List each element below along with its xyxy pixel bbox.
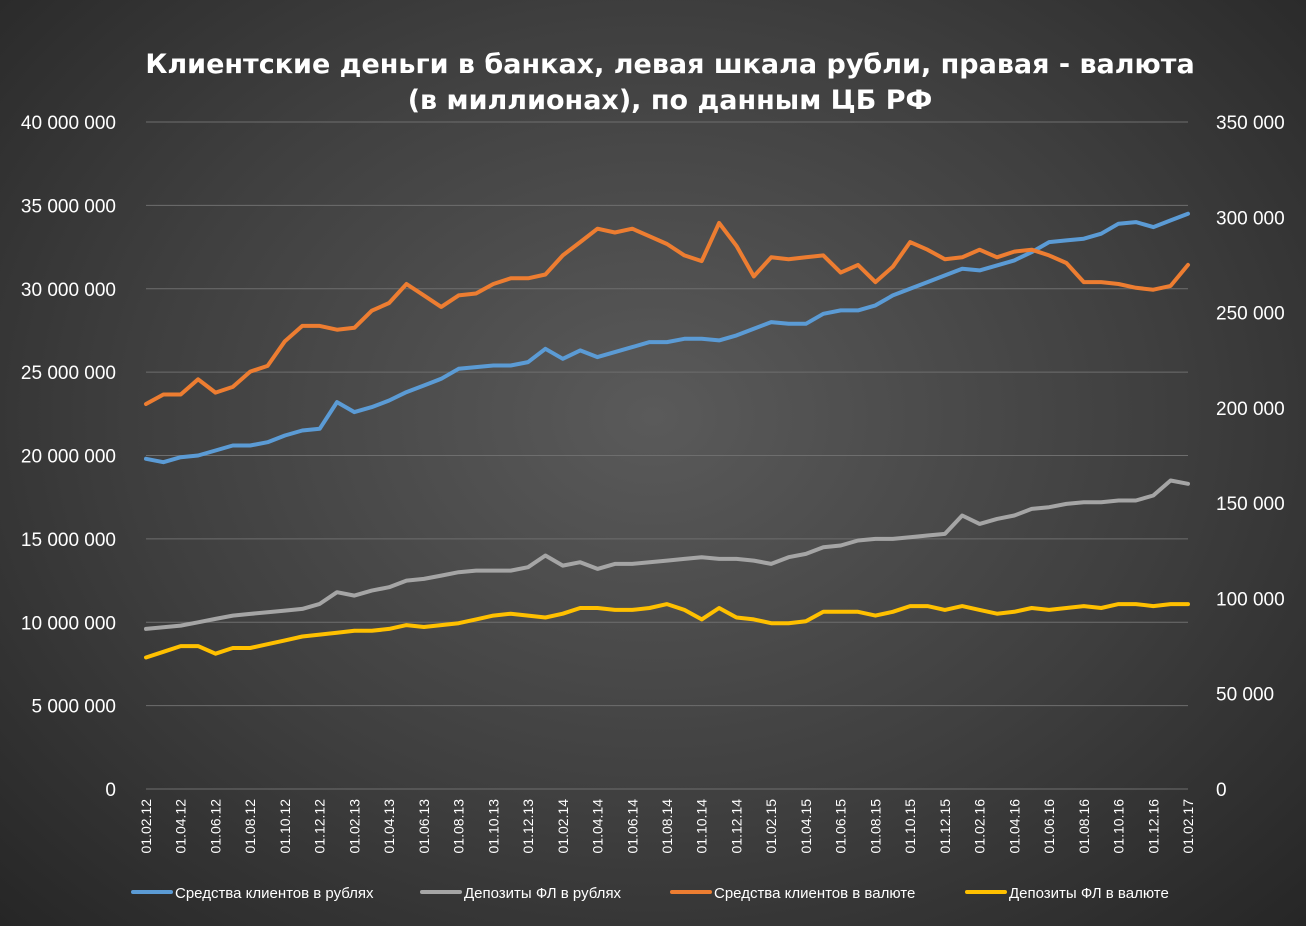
- left-tick-label: 25 000 000: [21, 363, 116, 384]
- x-tick-label: 01.04.15: [798, 799, 814, 854]
- x-tick-label: 01.12.16: [1145, 799, 1161, 854]
- x-tick-label: 01.06.14: [624, 799, 640, 854]
- x-tick-label: 01.06.13: [416, 799, 432, 854]
- left-tick-label: 5 000 000: [31, 697, 116, 718]
- right-tick-label: 0: [1216, 780, 1227, 801]
- x-tick-label: 01.10.15: [902, 799, 918, 854]
- series-group: [144, 211, 1190, 660]
- series-line-3: [144, 221, 1190, 406]
- x-tick-label: 01.04.16: [1006, 799, 1022, 854]
- right-tick-label: 250 000: [1216, 304, 1285, 325]
- left-tick-label: 40 000 000: [21, 113, 116, 134]
- left-tick-label: 35 000 000: [21, 196, 116, 217]
- right-tick-label: 350 000: [1216, 113, 1285, 134]
- left-tick-label: 20 000 000: [21, 447, 116, 468]
- x-tick-label: 01.12.13: [520, 799, 536, 854]
- left-tick-label: 0: [105, 780, 116, 801]
- x-tick-label: 01.02.12: [138, 799, 154, 854]
- x-tick-label: 01.10.13: [485, 799, 501, 854]
- x-tick-label: 01.04.14: [590, 799, 606, 854]
- x-tick-label: 01.12.14: [728, 799, 744, 854]
- right-axis: 0 50 000 100 000 150 000 200 000 250 000 300 0…: [1216, 113, 1285, 801]
- chart-title: Клиентские деньги в банках, левая шкала …: [145, 49, 1194, 80]
- grid-lines: [146, 121, 1188, 790]
- x-tick-label: 01.12.15: [937, 799, 953, 854]
- left-axis: 0 5 000 000 10 000 000 15 000 000 20 000 000…: [21, 113, 116, 801]
- left-tick-label: 15 000 000: [21, 530, 116, 551]
- left-tick-label: 10 000 000: [21, 613, 116, 634]
- legend: Средства клиентов в рублях Депозиты ФЛ в …: [131, 885, 1169, 902]
- x-tick-label: 01.06.12: [207, 799, 223, 854]
- x-tick-label: 01.02.16: [972, 799, 988, 854]
- x-tick-label: 01.08.12: [242, 799, 258, 854]
- x-tick-label: 01.04.13: [381, 799, 397, 854]
- right-tick-label: 200 000: [1216, 399, 1285, 420]
- x-tick-label: 01.02.13: [346, 799, 362, 854]
- right-tick-label: 50 000: [1216, 685, 1274, 706]
- x-tick-label: 01.06.15: [833, 799, 849, 854]
- x-tick-label: 01.10.14: [694, 799, 710, 854]
- x-tick-label: 01.02.15: [763, 799, 779, 854]
- x-axis: 01.02.12 01.04.12 01.06.12 01.08.12 01.10.12…: [138, 799, 1196, 854]
- x-tick-label: 01.08.14: [659, 799, 675, 854]
- x-tick-label: 01.08.16: [1076, 799, 1092, 854]
- legend-label: Депозиты ФЛ в валюте: [1009, 885, 1169, 902]
- x-tick-label: 01.02.14: [555, 799, 571, 854]
- x-tick-label: 01.08.15: [867, 799, 883, 854]
- x-tick-label: 01.02.17: [1180, 799, 1196, 854]
- x-tick-label: 01.06.16: [1041, 799, 1057, 854]
- x-tick-label: 01.08.13: [451, 799, 467, 854]
- chart-subtitle: (в миллионах), по данным ЦБ РФ: [408, 85, 933, 116]
- x-tick-label: 01.10.12: [277, 799, 293, 854]
- series-line-1: [144, 211, 1190, 465]
- right-tick-label: 100 000: [1216, 589, 1285, 610]
- left-tick-label: 30 000 000: [21, 280, 116, 301]
- series-line-4: [144, 602, 1190, 660]
- right-tick-label: 300 000: [1216, 208, 1285, 229]
- right-tick-label: 150 000: [1216, 494, 1285, 515]
- x-tick-label: 01.04.12: [173, 799, 189, 854]
- legend-label: Депозиты ФЛ в рублях: [464, 885, 622, 902]
- x-tick-label: 01.10.16: [1111, 799, 1127, 854]
- legend-label: Средства клиентов в валюте: [714, 885, 915, 902]
- x-tick-label: 01.12.12: [312, 799, 328, 854]
- series-line-2: [144, 478, 1190, 631]
- legend-label: Средства клиентов в рублях: [175, 885, 374, 902]
